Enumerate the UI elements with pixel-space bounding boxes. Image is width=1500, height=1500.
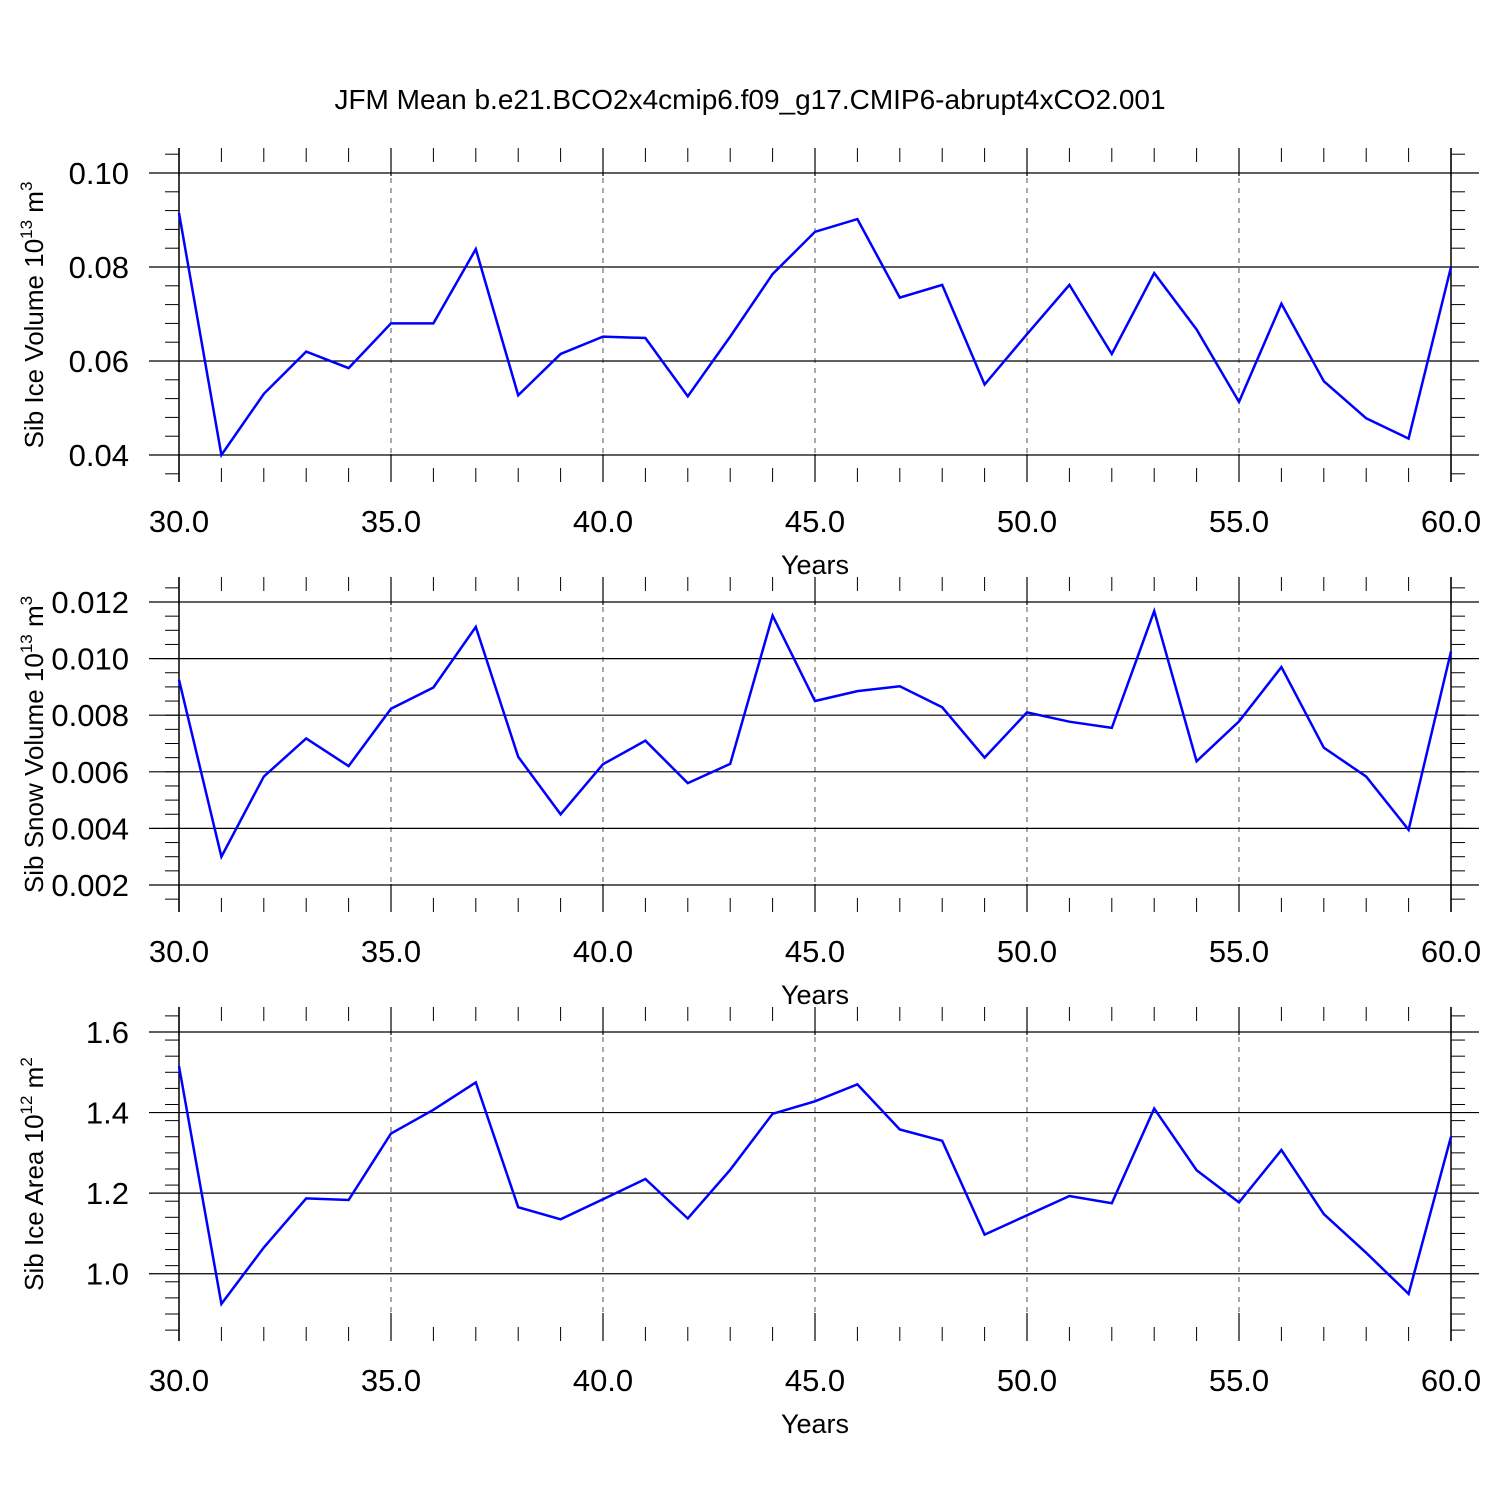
y-axis-label-text: m [19,191,49,220]
x-axis-label: Years [781,1409,849,1439]
x-axis-label: Years [781,550,849,580]
x-tick-label: 40.0 [573,504,633,539]
y-axis-label-text: m [19,605,49,634]
panel-ice-volume: 0.04 0.06 0.08 0.10 30.0 35.0 40.0 45.0 50.0 55.0… [17,148,1481,580]
y-axis-label: Sib Snow Volume 1013 m3 [17,596,49,893]
x-tick-label: 60.0 [1421,504,1481,539]
y-tick-label: 0.04 [69,438,129,473]
y-tick-label: 0.002 [51,868,129,903]
x-tick-label: 30.0 [149,504,209,539]
series-line [177,212,1453,459]
series-line [177,607,1453,861]
y-axis-label-superscript: 13 [17,220,36,239]
y-tick-label: 1.0 [86,1257,129,1292]
x-tick-label: 60.0 [1421,1363,1481,1398]
panel-snow-volume: 0.002 0.004 0.006 0.008 0.010 0.012 30.0 35.0 40… [17,577,1481,1010]
x-tick-label: 45.0 [785,1363,845,1398]
y-axis-label-superscript: 3 [17,182,36,191]
x-tick-label: 40.0 [573,934,633,969]
y-axis-label: Sib Ice Volume 1013 m3 [17,182,49,449]
x-tick-label: 55.0 [1209,1363,1269,1398]
x-tick-label: 35.0 [361,1363,421,1398]
y-tick-label: 0.008 [51,698,129,733]
y-axis-label-superscript: 13 [17,634,36,653]
y-tick-label: 1.4 [86,1096,129,1131]
y-axis-label-text: m [19,1067,49,1096]
x-tick-label: 30.0 [149,1363,209,1398]
x-tick-label: 55.0 [1209,934,1269,969]
series-line [177,1065,1453,1307]
x-axis-label: Years [781,980,849,1010]
x-tick-label: 35.0 [361,504,421,539]
y-tick-label: 0.006 [51,755,129,790]
panel-ice-area: 1.0 1.2 1.4 1.6 30.0 35.0 40.0 45.0 50.0 55.0 60.0… [17,1007,1481,1439]
y-axis-label: Sib Ice Area 1012 m2 [17,1057,49,1291]
x-tick-label: 35.0 [361,934,421,969]
y-tick-label: 1.6 [86,1015,129,1050]
y-tick-label: 0.10 [69,156,129,191]
figure-title: JFM Mean b.e21.BCO2x4cmip6.f09_g17.CMIP6… [334,84,1165,115]
y-tick-label: 0.012 [51,585,129,620]
x-tick-label: 50.0 [997,934,1057,969]
y-tick-label: 0.08 [69,250,129,285]
x-tick-label: 50.0 [997,504,1057,539]
y-tick-label: 0.06 [69,344,129,379]
x-tick-label: 40.0 [573,1363,633,1398]
x-tick-label: 50.0 [997,1363,1057,1398]
y-axis-label-text: Sib Snow Volume 10 [19,653,49,893]
x-tick-label: 30.0 [149,934,209,969]
x-tick-label: 55.0 [1209,504,1269,539]
x-tick-label: 45.0 [785,934,845,969]
y-axis-label-text: Sib Ice Volume 10 [19,239,49,449]
y-tick-label: 0.010 [51,642,129,677]
y-axis-label-superscript: 12 [17,1096,36,1115]
y-axis-label-superscript: 3 [17,596,36,605]
x-tick-label: 45.0 [785,504,845,539]
y-tick-label: 0.004 [51,811,129,846]
y-axis-label-text: Sib Ice Area 10 [19,1114,49,1290]
y-tick-label: 1.2 [86,1176,129,1211]
x-tick-label: 60.0 [1421,934,1481,969]
y-axis-label-superscript: 2 [17,1057,36,1066]
